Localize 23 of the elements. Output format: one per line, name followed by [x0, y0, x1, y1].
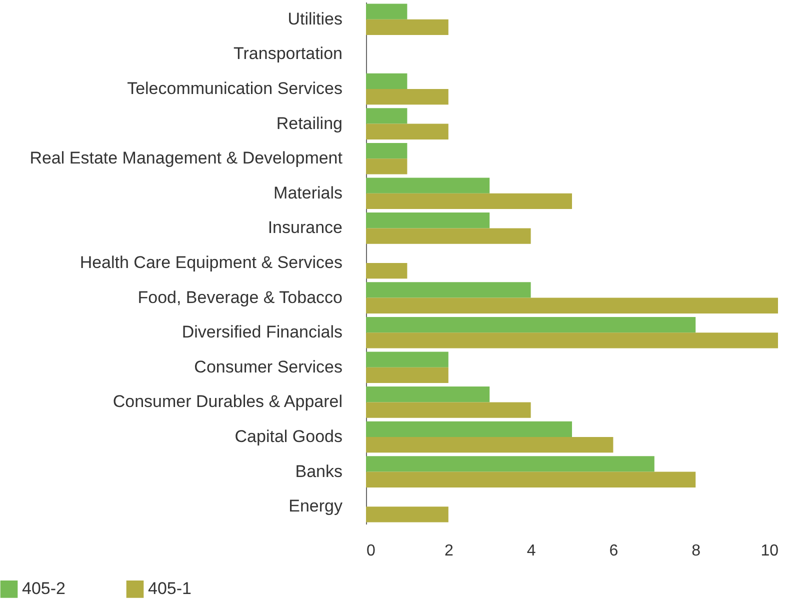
- x-tick-label: 2: [444, 542, 454, 560]
- y-tick-label: Retailing: [276, 114, 342, 133]
- y-tick-label: Health Care Equipment & Services: [80, 253, 342, 272]
- y-tick-label: Utilities: [288, 9, 342, 28]
- y-tick-label: Food, Beverage & Tobacco: [138, 288, 342, 307]
- legend-label: 405-2: [22, 579, 66, 598]
- y-tick-label: Transportation: [234, 44, 342, 64]
- y-tick-label: Capital Goods: [234, 427, 342, 446]
- y-tick-label: Diversified Financials: [182, 322, 342, 342]
- x-tick-label: 4: [526, 542, 536, 560]
- x-tick-label: 8: [692, 542, 701, 560]
- legend-label: 405-1: [148, 579, 192, 598]
- y-tick-label: Energy: [288, 496, 343, 516]
- x-tick-label: 10: [760, 542, 779, 560]
- y-tick-label: Telecommunication Services: [127, 79, 342, 98]
- y-tick-label: Real Estate Management & Development: [30, 148, 343, 168]
- x-tick-label: 6: [609, 542, 618, 560]
- y-tick-label: Insurance: [268, 218, 342, 238]
- y-tick-label: Consumer Services: [194, 357, 342, 376]
- x-tick-label: 0: [366, 542, 376, 560]
- y-tick-label: Banks: [295, 462, 342, 481]
- y-tick-label: Consumer Durables & Apparel: [112, 392, 342, 412]
- y-tick-label: Materials: [274, 183, 342, 202]
